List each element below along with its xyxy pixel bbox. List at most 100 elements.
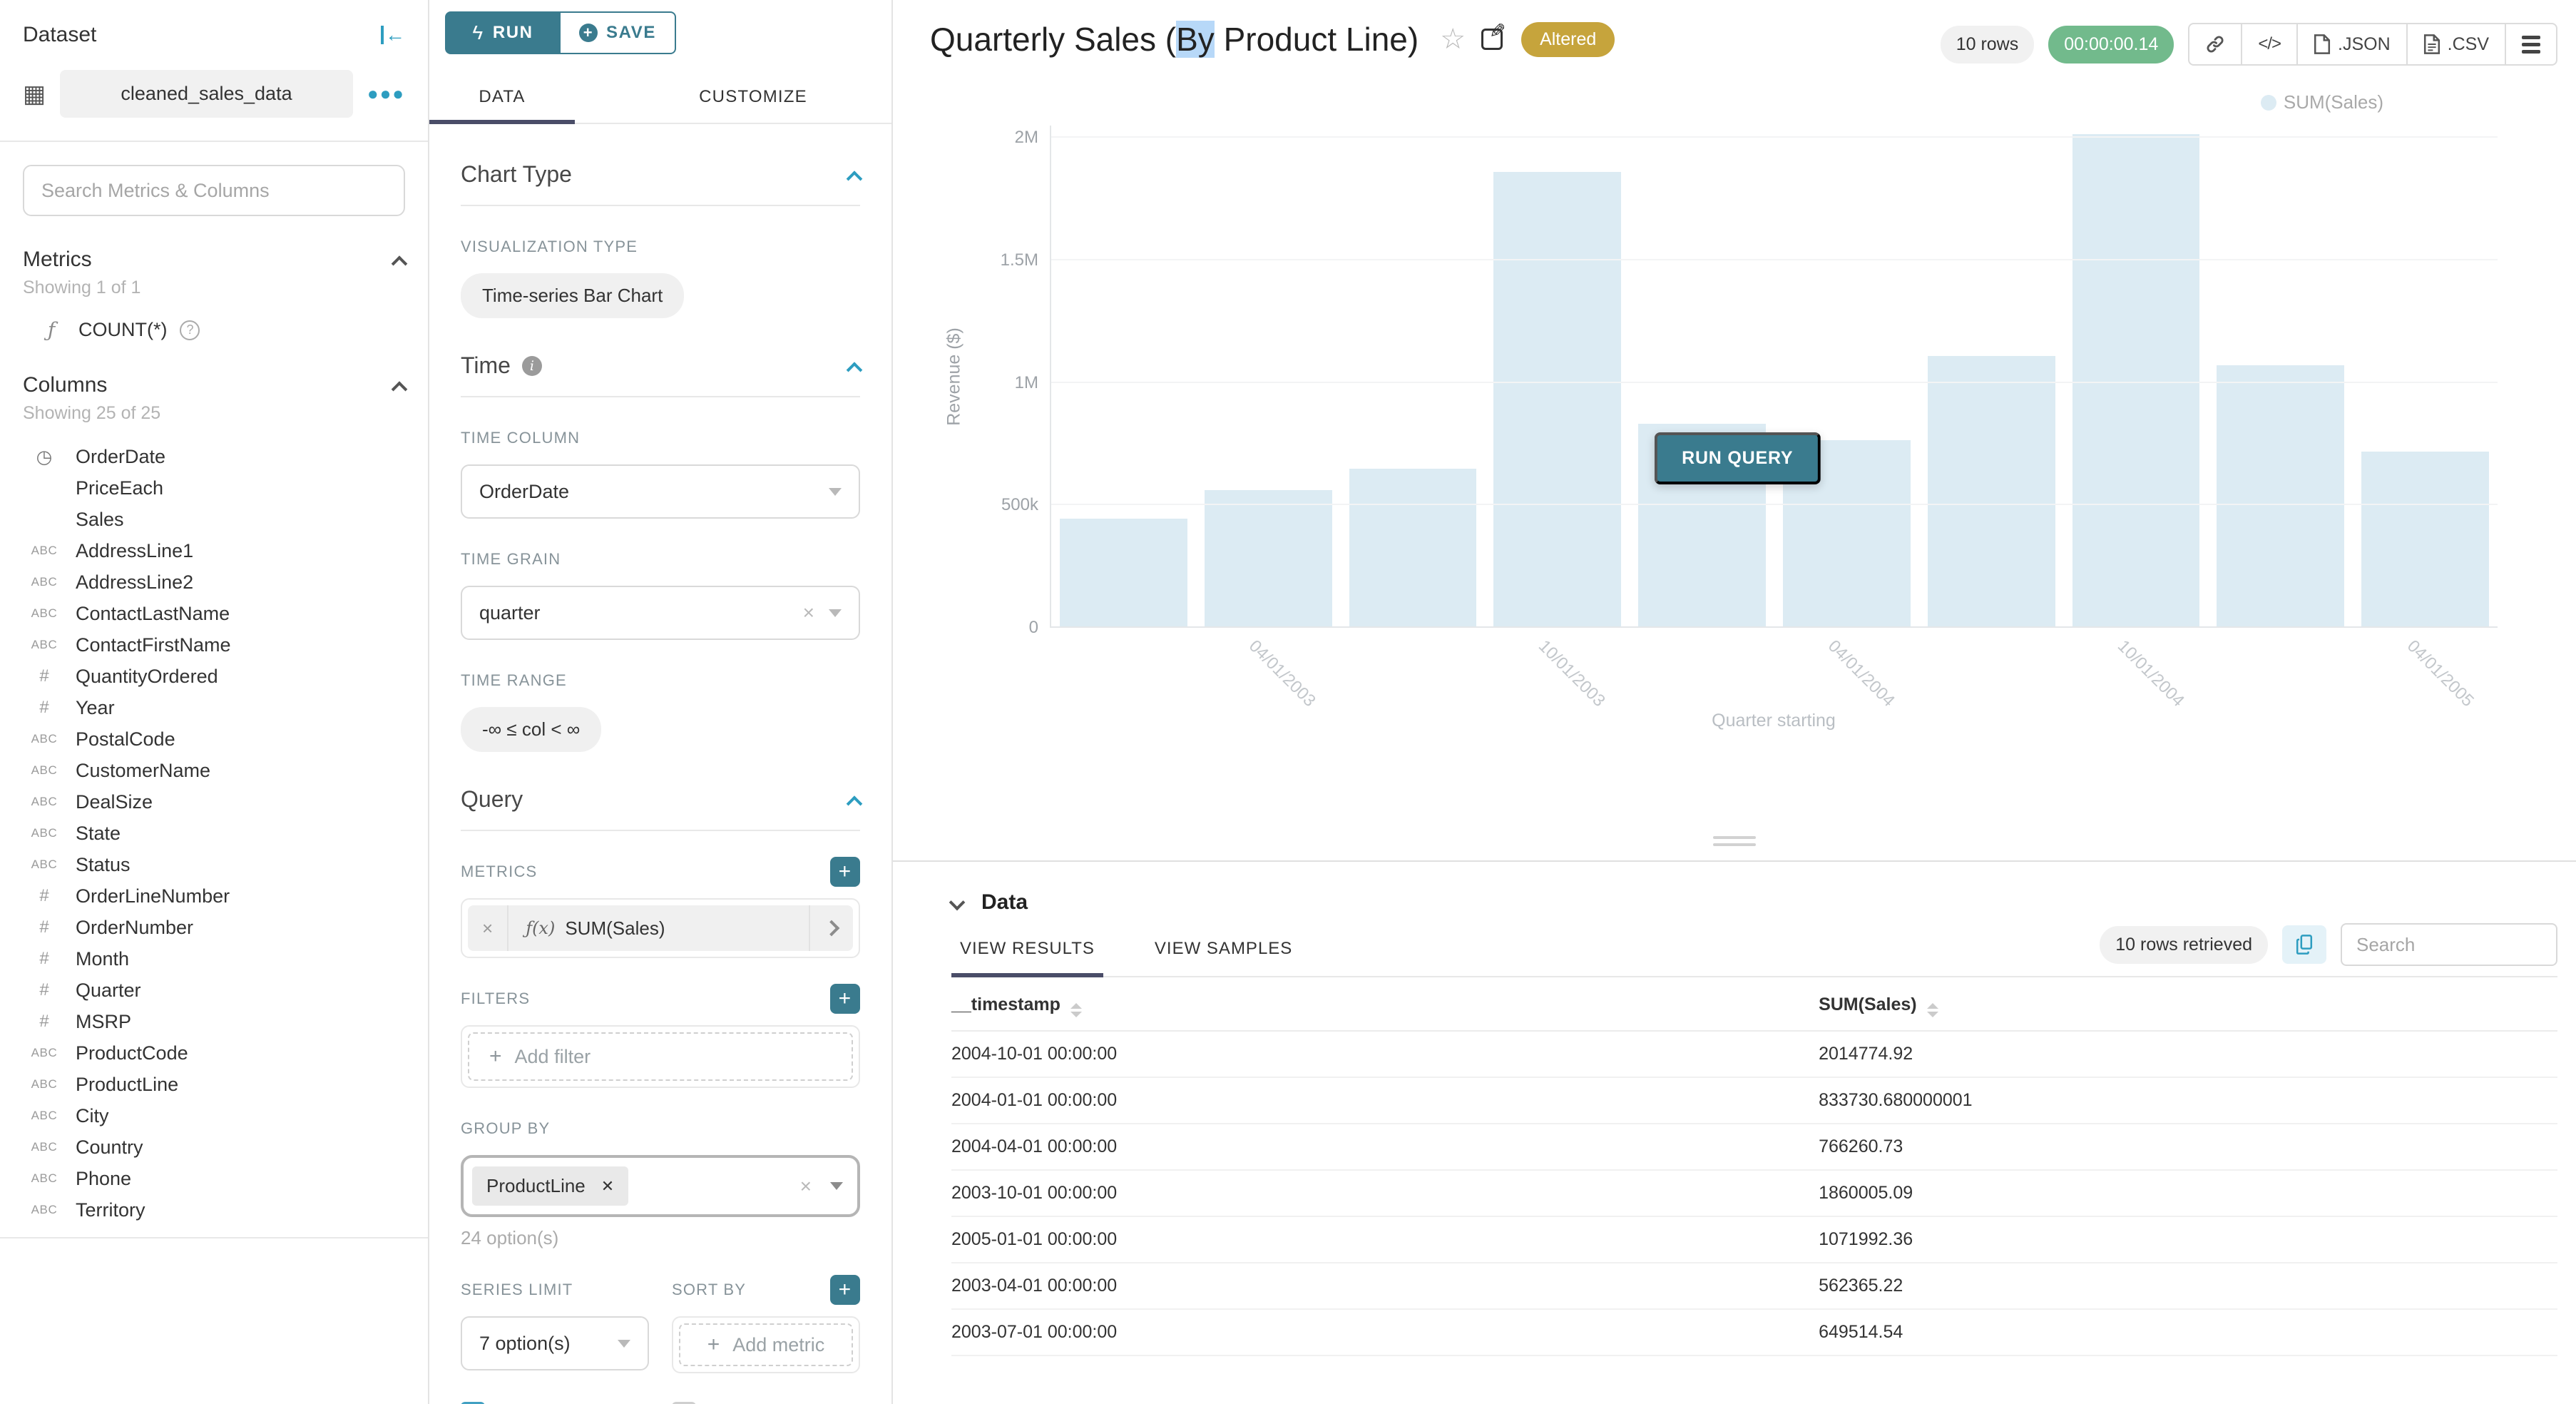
add-sort-metric-button[interactable]: + xyxy=(830,1275,860,1305)
time-grain-select[interactable]: quarter × xyxy=(461,586,860,640)
text-type-icon: ABC xyxy=(31,1109,58,1122)
bar[interactable] xyxy=(1493,172,1622,628)
chart-legend[interactable]: SUM(Sales) xyxy=(2260,91,2383,113)
favorite-star-icon[interactable]: ☆ xyxy=(1440,24,1466,55)
copy-data-button[interactable] xyxy=(2282,925,2326,964)
column-item[interactable]: ABC ContactFirstName xyxy=(23,629,405,661)
column-item[interactable]: ABC Status xyxy=(23,849,405,880)
chevron-down-icon[interactable] xyxy=(949,894,966,911)
bar[interactable] xyxy=(1349,468,1477,628)
results-search-input[interactable] xyxy=(2341,923,2557,966)
column-item[interactable]: ABC DealSize xyxy=(23,786,405,818)
sort-descending-checkbox[interactable]: ✓ SORT DESCENDING xyxy=(461,1402,649,1404)
export-json-button[interactable]: .JSON xyxy=(2296,24,2406,64)
column-item[interactable]: # OrderLineNumber xyxy=(23,880,405,912)
remove-icon[interactable]: × xyxy=(468,905,509,951)
embed-code-button[interactable]: </> xyxy=(2241,24,2296,64)
column-item[interactable]: ABC PostalCode xyxy=(23,723,405,755)
tab-view-results[interactable]: VIEW RESULTS xyxy=(951,925,1104,977)
group-by-tag[interactable]: ProductLine ✕ xyxy=(472,1166,629,1206)
column-item[interactable]: ABC Phone xyxy=(23,1163,405,1194)
column-item[interactable]: # Month xyxy=(23,943,405,975)
column-item[interactable]: # QuantityOrdered xyxy=(23,661,405,692)
sort-icon[interactable] xyxy=(1070,1003,1082,1017)
data-panel: Data VIEW RESULTS VIEW SAMPLES 10 rows r… xyxy=(893,860,2576,1404)
group-by-select[interactable]: ProductLine ✕ × xyxy=(461,1155,860,1217)
add-sort-metric-dropzone[interactable]: + Add metric xyxy=(679,1323,853,1366)
column-name: ContactLastName xyxy=(76,602,230,624)
chevron-up-icon[interactable] xyxy=(846,361,863,378)
add-filter-dropzone[interactable]: + Add filter xyxy=(468,1032,853,1081)
export-csv-button[interactable]: .CSV xyxy=(2406,24,2505,64)
visualization-type-value[interactable]: Time-series Bar Chart xyxy=(461,273,685,318)
column-item[interactable]: ABC ContactLastName xyxy=(23,598,405,629)
chevron-up-icon[interactable] xyxy=(391,255,408,272)
collapse-panel-icon[interactable] xyxy=(381,24,405,46)
column-item[interactable]: PriceEach xyxy=(23,472,405,504)
column-header-sum-sales[interactable]: SUM(Sales) xyxy=(1819,979,2557,1032)
control-tabs: DATA CUSTOMIZE xyxy=(429,74,891,124)
add-metric-button[interactable]: + xyxy=(830,857,860,887)
column-item[interactable]: ABC State xyxy=(23,818,405,849)
run-query-button[interactable]: RUN QUERY xyxy=(1655,432,1821,484)
dataset-name[interactable]: cleaned_sales_data xyxy=(60,70,353,118)
bar[interactable] xyxy=(1204,489,1332,628)
page-title[interactable]: Quarterly Sales (By Product Line) xyxy=(930,21,1419,58)
metric-item[interactable]: ƒ COUNT(*) ? xyxy=(23,318,405,342)
run-button[interactable]: ϟ RUN xyxy=(445,11,561,54)
chart-menu-button[interactable] xyxy=(2505,24,2556,64)
column-item[interactable]: ◷ OrderDate xyxy=(23,441,405,472)
dataset-panel-title: Dataset xyxy=(23,23,97,46)
time-section-title: Time xyxy=(461,352,511,378)
column-header-timestamp[interactable]: __timestamp xyxy=(951,979,1819,1032)
x-tick-label: 04/01/2004 xyxy=(1824,636,1898,711)
column-item[interactable]: # Year xyxy=(23,692,405,723)
column-item[interactable]: ABC CustomerName xyxy=(23,755,405,786)
time-column-select[interactable]: OrderDate xyxy=(461,464,860,519)
column-item[interactable]: ABC ProductLine xyxy=(23,1069,405,1100)
column-item[interactable]: Sales xyxy=(23,504,405,535)
bar[interactable] xyxy=(2361,451,2489,628)
column-item[interactable]: ABC AddressLine1 xyxy=(23,535,405,566)
sort-icon[interactable] xyxy=(1926,1003,1938,1017)
table-row: 2004-10-01 00:00:00 2014774.92 xyxy=(951,1031,2557,1078)
column-item[interactable]: # Quarter xyxy=(23,975,405,1006)
remove-tag-icon[interactable]: ✕ xyxy=(600,1176,615,1195)
chevron-up-icon[interactable] xyxy=(846,795,863,812)
panel-resize-handle[interactable] xyxy=(1713,832,1756,850)
tab-data[interactable]: DATA xyxy=(429,74,575,124)
column-item[interactable]: # MSRP xyxy=(23,1006,405,1037)
column-item[interactable]: ABC Territory xyxy=(23,1194,405,1226)
tab-view-samples[interactable]: VIEW SAMPLES xyxy=(1154,939,1293,958)
chevron-up-icon[interactable] xyxy=(846,170,863,187)
chevron-up-icon[interactable] xyxy=(391,381,408,397)
bars-layer xyxy=(1051,126,2498,628)
time-range-value[interactable]: -∞ ≤ col < ∞ xyxy=(461,707,602,752)
column-item[interactable]: # OrderNumber xyxy=(23,912,405,943)
column-name: Sales xyxy=(76,508,124,530)
clear-icon[interactable]: × xyxy=(802,601,814,624)
dataset-options-icon[interactable]: ●●● xyxy=(367,83,405,104)
save-button[interactable]: + SAVE xyxy=(561,11,676,54)
column-item[interactable]: ABC ProductCode xyxy=(23,1037,405,1069)
cell-sum-sales: 1071992.36 xyxy=(1819,1216,2557,1263)
series-limit-select[interactable]: 7 option(s) xyxy=(461,1316,649,1370)
column-item[interactable]: ABC City xyxy=(23,1100,405,1131)
bar[interactable] xyxy=(2217,365,2345,628)
column-item[interactable]: ABC Country xyxy=(23,1131,405,1163)
bar[interactable] xyxy=(1060,519,1187,628)
bar[interactable] xyxy=(2072,134,2200,628)
column-item[interactable]: ABC AddressLine2 xyxy=(23,566,405,598)
tab-customize[interactable]: CUSTOMIZE xyxy=(699,87,807,106)
clear-icon[interactable]: × xyxy=(799,1174,812,1197)
chevron-right-icon[interactable] xyxy=(809,905,853,951)
cell-sum-sales: 2014774.92 xyxy=(1819,1031,2557,1078)
metric-chip[interactable]: × ƒ(x) SUM(Sales) xyxy=(468,905,853,951)
edit-title-icon[interactable] xyxy=(1481,29,1503,50)
copy-link-button[interactable] xyxy=(2189,24,2241,64)
contribution-checkbox[interactable]: CONTRIBUTION xyxy=(672,1402,860,1404)
add-filter-button[interactable]: + xyxy=(830,984,860,1014)
column-name: ProductLine xyxy=(76,1073,179,1095)
bar[interactable] xyxy=(1927,356,2055,628)
search-metrics-columns-input[interactable] xyxy=(23,165,405,216)
